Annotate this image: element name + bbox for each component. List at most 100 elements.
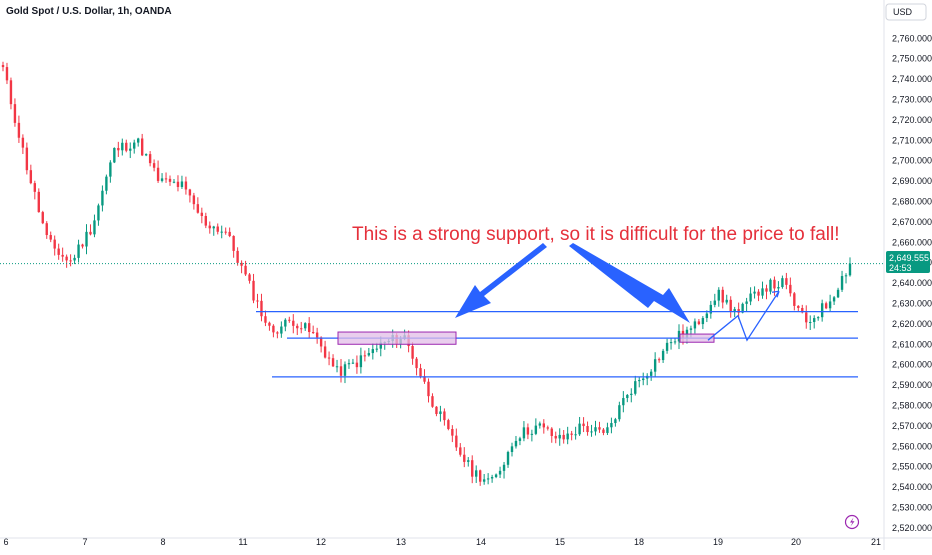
symbol-title: Gold Spot / U.S. Dollar, 1h, OANDA bbox=[6, 6, 172, 17]
candle bbox=[57, 243, 60, 260]
candle bbox=[642, 372, 645, 386]
candle-body bbox=[482, 479, 486, 482]
candle-body bbox=[363, 355, 367, 357]
candle-body bbox=[570, 433, 573, 435]
candle-body bbox=[781, 278, 784, 288]
candle-body bbox=[228, 231, 231, 237]
candle-body bbox=[725, 299, 728, 303]
candle bbox=[331, 354, 335, 368]
candle bbox=[709, 300, 713, 319]
candle-body bbox=[69, 260, 72, 262]
candle bbox=[757, 289, 760, 302]
candle bbox=[319, 336, 323, 353]
currency-label: USD bbox=[893, 7, 913, 17]
candle bbox=[475, 465, 478, 483]
candle bbox=[176, 175, 180, 192]
lightning-icon[interactable] bbox=[844, 514, 860, 530]
candle-body bbox=[188, 189, 192, 196]
price-tag-countdown: 24:53 bbox=[889, 263, 912, 273]
candle bbox=[204, 212, 207, 229]
candle bbox=[494, 473, 498, 479]
candle bbox=[820, 299, 824, 322]
candle-body bbox=[77, 244, 80, 258]
candle bbox=[1, 61, 5, 72]
y-tick-label: 2,530.000 bbox=[892, 502, 932, 512]
candle-body bbox=[773, 279, 776, 289]
candle-body bbox=[208, 225, 211, 229]
candle-body bbox=[371, 349, 375, 354]
price-axis: 2,520.000 2,530.000 2,540.000 2,550.000 2,56… bbox=[883, 0, 932, 550]
candle bbox=[347, 359, 351, 369]
candle bbox=[339, 358, 343, 383]
candle bbox=[117, 141, 120, 157]
candle-body bbox=[41, 212, 44, 224]
currency-button[interactable]: USD bbox=[885, 3, 927, 21]
y-tick-label: 2,700.000 bbox=[892, 156, 932, 166]
candle-body bbox=[256, 300, 259, 302]
candle-body bbox=[598, 427, 601, 430]
candle-body bbox=[757, 291, 760, 296]
candle-body bbox=[439, 411, 442, 415]
price-tag-price: 2,649.555 bbox=[889, 253, 929, 263]
candle bbox=[435, 406, 438, 417]
projection-zigzag bbox=[707, 290, 780, 342]
candle bbox=[307, 317, 311, 339]
candle-body bbox=[816, 317, 820, 319]
candle bbox=[148, 151, 152, 167]
candle-body bbox=[785, 278, 788, 285]
candle bbox=[248, 273, 251, 284]
candle-body bbox=[97, 205, 100, 221]
candle-body bbox=[661, 350, 665, 361]
candle-body bbox=[693, 321, 697, 329]
candle bbox=[781, 275, 784, 289]
y-tick-label: 2,630.000 bbox=[892, 298, 932, 308]
candle-body bbox=[315, 332, 319, 338]
candle bbox=[813, 315, 816, 329]
candle-body bbox=[89, 231, 92, 235]
candle bbox=[657, 357, 661, 363]
y-tick-label: 2,550.000 bbox=[892, 462, 932, 472]
candle-body bbox=[359, 355, 363, 368]
candle-body bbox=[196, 204, 200, 213]
candle bbox=[598, 421, 601, 433]
candle bbox=[411, 342, 414, 365]
candle-body bbox=[514, 440, 518, 447]
candle-body bbox=[101, 190, 104, 206]
candle-body bbox=[137, 138, 140, 143]
candle bbox=[343, 361, 347, 384]
candle-body bbox=[642, 378, 645, 381]
candle bbox=[53, 235, 56, 256]
candle bbox=[789, 277, 792, 297]
candle bbox=[526, 423, 530, 440]
candle-body bbox=[33, 183, 37, 192]
candle-body bbox=[471, 460, 474, 477]
y-tick-label: 2,760.000 bbox=[892, 33, 932, 43]
candle bbox=[602, 428, 605, 436]
candle-body bbox=[761, 288, 764, 296]
levels-group bbox=[0, 263, 884, 378]
candle bbox=[200, 207, 204, 224]
candle bbox=[451, 425, 454, 443]
candle-body bbox=[733, 309, 736, 312]
candle-body bbox=[319, 337, 323, 347]
candle-body bbox=[836, 289, 840, 298]
candle-body bbox=[606, 427, 609, 433]
candle-body bbox=[594, 427, 597, 432]
candle-body bbox=[85, 231, 88, 247]
candle bbox=[582, 417, 585, 433]
candle-body bbox=[133, 142, 136, 149]
candle bbox=[268, 321, 271, 331]
candle-body bbox=[701, 318, 705, 325]
candle bbox=[45, 221, 48, 239]
candle-body bbox=[168, 178, 172, 182]
candle-body bbox=[586, 426, 589, 433]
candle-body bbox=[280, 326, 283, 334]
candle-body bbox=[801, 307, 804, 313]
candle bbox=[359, 347, 363, 374]
candle-body bbox=[677, 330, 681, 342]
candle bbox=[335, 359, 339, 373]
candle bbox=[296, 323, 299, 336]
candle bbox=[578, 416, 581, 436]
